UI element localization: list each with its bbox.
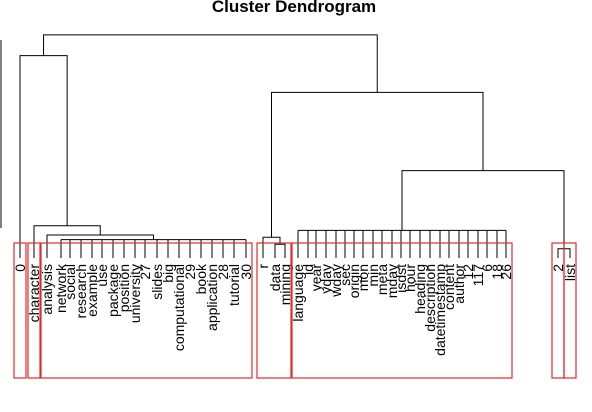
merge-zero (20, 56, 67, 258)
cluster-box (564, 243, 576, 378)
merge-data-mining (275, 244, 285, 258)
merge-character (34, 226, 100, 258)
chart-title: Cluster Dendrogram (212, 0, 376, 16)
merge-r (263, 237, 280, 258)
dendrogram-branches (20, 35, 570, 258)
cluster-box (292, 243, 512, 378)
merge-r-language (272, 92, 484, 237)
cluster-box (552, 243, 564, 378)
merge-root (44, 35, 378, 93)
merge-analysis (47, 235, 154, 258)
leaf-labels: 0characteranalysisnetworksocialresearche… (12, 263, 578, 356)
merge-language-list (402, 171, 564, 249)
cluster-box (257, 243, 291, 378)
cluster-box (14, 243, 26, 378)
